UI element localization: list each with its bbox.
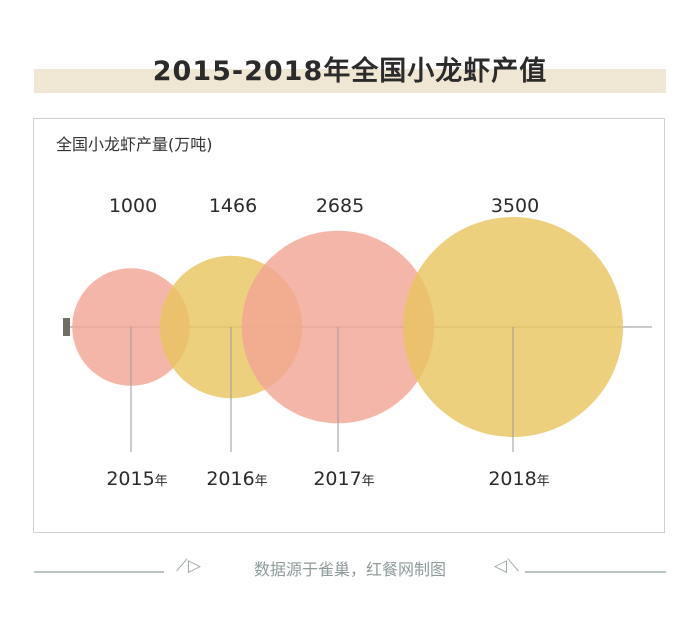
footer-left-ornament-icon: ⟋▷ xyxy=(176,556,201,576)
data-label-2: 2685 xyxy=(316,195,364,217)
x-tick-label-1: 2016年 xyxy=(206,468,267,490)
footer-right-ornament-icon: ◁⟍ xyxy=(494,556,519,576)
data-label-3: 3500 xyxy=(491,195,539,217)
x-tick-label-0: 2015年 xyxy=(106,468,167,490)
footer-line-left xyxy=(34,571,164,573)
chart-panel xyxy=(33,118,665,533)
footer-source-text: 数据源于雀巢，红餐网制图 xyxy=(253,560,446,579)
footer-line-right xyxy=(525,571,666,573)
data-label-1: 1466 xyxy=(209,195,257,217)
data-label-0: 1000 xyxy=(109,195,157,217)
chart-ylabel: 全国小龙虾产量(万吨) xyxy=(56,135,213,154)
x-tick-label-2: 2017年 xyxy=(313,468,374,490)
page-title: 2015-2018年全国小龙虾产值 xyxy=(152,56,548,87)
x-tick-label-3: 2018年 xyxy=(488,468,549,490)
axis-start-marker xyxy=(63,318,70,336)
title-band xyxy=(34,69,666,93)
